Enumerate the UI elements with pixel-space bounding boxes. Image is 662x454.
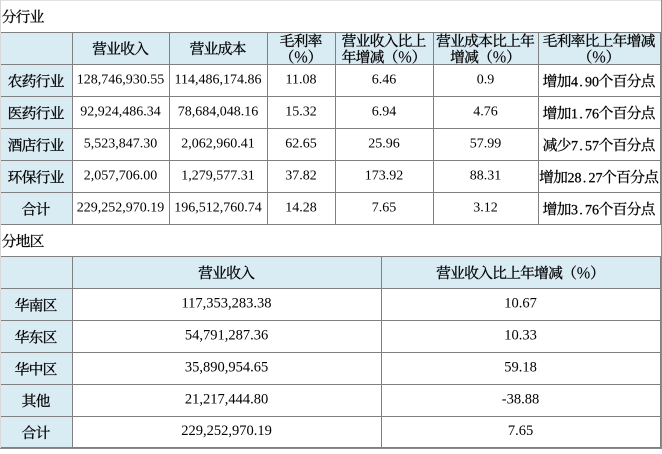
svg-text:128,746,930.55: 128,746,930.55 [77, 73, 165, 88]
svg-text:21,217,444.80: 21,217,444.80 [185, 392, 268, 408]
svg-text:37.82: 37.82 [285, 169, 317, 184]
svg-text:2,057,706.00: 2,057,706.00 [84, 169, 158, 184]
svg-text:10.33: 10.33 [504, 328, 537, 344]
svg-text:196,512,760.74: 196,512,760.74 [174, 201, 262, 216]
svg-text:54,791,287.36: 54,791,287.36 [185, 328, 268, 344]
svg-text:173.92: 173.92 [365, 169, 404, 184]
svg-text:59.18: 59.18 [504, 360, 537, 376]
svg-text:62.65: 62.65 [285, 137, 317, 152]
svg-text:6.94: 6.94 [372, 105, 397, 120]
svg-text:25.96: 25.96 [368, 137, 400, 152]
svg-text:78,684,048.16: 78,684,048.16 [178, 105, 259, 120]
svg-text:35,890,954.65: 35,890,954.65 [185, 360, 268, 376]
svg-text:3.12: 3.12 [473, 201, 498, 216]
svg-text:14.28: 14.28 [285, 201, 317, 216]
svg-text:4.76: 4.76 [473, 105, 498, 120]
svg-text:2,062,960.41: 2,062,960.41 [181, 137, 255, 152]
svg-text:5,523,847.30: 5,523,847.30 [84, 137, 158, 152]
svg-text:92,924,486.34: 92,924,486.34 [80, 105, 161, 120]
svg-text:114,486,174.86: 114,486,174.86 [175, 73, 262, 88]
svg-text:15.32: 15.32 [285, 105, 317, 120]
svg-text:117,353,283.38: 117,353,283.38 [181, 296, 271, 312]
svg-text:88.31: 88.31 [470, 169, 502, 184]
svg-text:7.65: 7.65 [508, 423, 533, 439]
svg-text:6.46: 6.46 [372, 73, 397, 88]
svg-text:229,252,970.19: 229,252,970.19 [77, 201, 165, 216]
svg-text:10.67: 10.67 [504, 296, 537, 312]
svg-text:0.9: 0.9 [477, 73, 495, 88]
svg-text:7.65: 7.65 [372, 201, 397, 216]
svg-text:1,279,577.31: 1,279,577.31 [181, 169, 255, 184]
svg-text:57.99: 57.99 [470, 137, 502, 152]
svg-text:229,252,970.19: 229,252,970.19 [181, 423, 272, 439]
svg-text:-38.88: -38.88 [502, 392, 539, 408]
svg-text:11.08: 11.08 [286, 73, 317, 88]
